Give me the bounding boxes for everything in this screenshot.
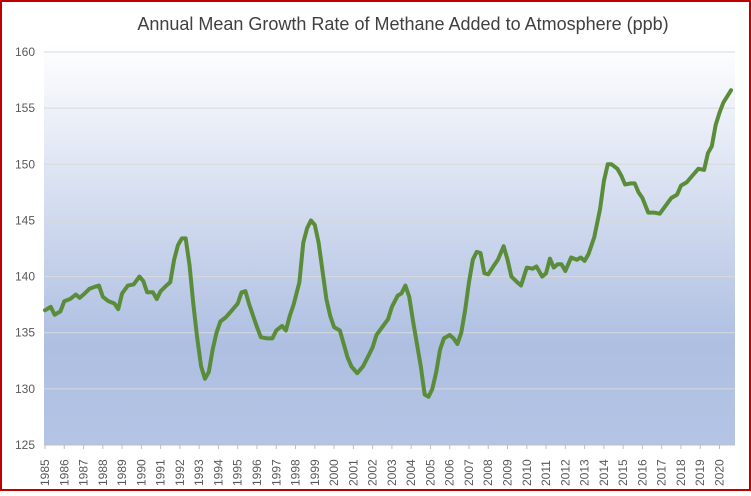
y-tick-label: 160 xyxy=(15,45,35,59)
x-tick-label: 2008 xyxy=(481,459,495,486)
x-tick-label: 1988 xyxy=(96,459,110,486)
x-tick-label: 2018 xyxy=(674,459,688,486)
x-tick-label: 2000 xyxy=(327,459,341,486)
x-tick-label: 2009 xyxy=(501,459,515,486)
x-tick-label: 2014 xyxy=(597,459,611,486)
x-tick-label: 1995 xyxy=(231,459,245,486)
x-tick-label: 2001 xyxy=(346,459,360,486)
y-tick-label: 155 xyxy=(15,101,35,115)
y-tick-label: 140 xyxy=(15,270,35,284)
x-tick-label: 1994 xyxy=(211,459,225,486)
x-tick-label: 1998 xyxy=(289,459,303,486)
x-tick-label: 1999 xyxy=(308,459,322,486)
chart-title: Annual Mean Growth Rate of Methane Added… xyxy=(137,14,668,34)
plot-area xyxy=(44,44,735,445)
x-tick-label: 2015 xyxy=(616,459,630,486)
x-tick-label: 2013 xyxy=(578,459,592,486)
x-tick-label: 1990 xyxy=(134,459,148,486)
x-tick-label: 1992 xyxy=(173,459,187,486)
x-tick-label: 2017 xyxy=(655,459,669,486)
x-tick-label: 2003 xyxy=(385,459,399,486)
x-tick-label: 1991 xyxy=(154,459,168,486)
x-tick-label: 2020 xyxy=(713,459,727,486)
y-tick-label: 145 xyxy=(15,213,35,227)
y-tick-label: 135 xyxy=(15,326,35,340)
x-tick-label: 2011 xyxy=(539,460,553,486)
data-line xyxy=(43,88,734,399)
x-tick-label: 2012 xyxy=(558,459,572,486)
x-tick-label: 1993 xyxy=(192,459,206,486)
x-tick-label: 2002 xyxy=(366,459,380,486)
x-tick-label: 1997 xyxy=(269,459,283,486)
y-tick-label: 150 xyxy=(15,157,35,171)
x-tick-label: 1985 xyxy=(38,459,52,486)
x-tick-label: 1986 xyxy=(57,459,71,486)
x-tick-label: 1987 xyxy=(77,459,91,486)
x-tick-label: 2005 xyxy=(423,459,437,486)
x-tick-label: 2006 xyxy=(443,459,457,486)
x-tick-label: 2007 xyxy=(462,459,476,486)
x-tick-label: 1989 xyxy=(115,459,129,486)
y-tick-label: 125 xyxy=(15,438,35,452)
x-tick-label: 2019 xyxy=(693,459,707,486)
x-tick-label: 2010 xyxy=(520,459,534,486)
x-tick-label: 2004 xyxy=(404,459,418,486)
x-tick-label: 1996 xyxy=(250,459,264,486)
y-tick-label: 130 xyxy=(15,382,35,396)
x-tick-label: 2016 xyxy=(635,459,649,486)
